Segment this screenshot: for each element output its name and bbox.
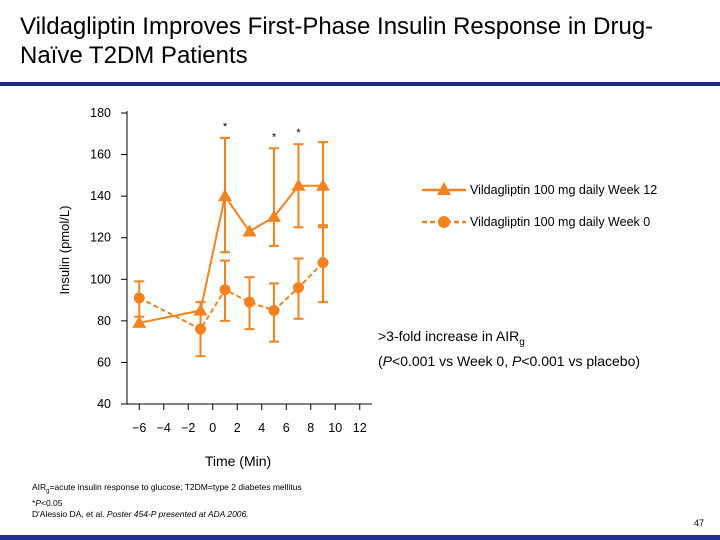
data-point-circle <box>317 257 329 269</box>
x-tick-label: −6 <box>132 421 146 435</box>
legend-item-1: Vildagliptin 100 mg daily Week 12 <box>422 182 657 197</box>
footnote-significance: *P<0.05 <box>32 498 302 509</box>
series-2 <box>133 224 329 358</box>
footnote-1-rest: =acute insulin response to glucose; T2DM… <box>49 482 302 492</box>
x-tick-label: 12 <box>353 421 367 435</box>
annotation-end: <0.001 vs placebo) <box>521 352 641 369</box>
annotation-p-2: P <box>512 352 522 369</box>
legend-item-2: Vildagliptin 100 mg daily Week 0 <box>422 215 650 229</box>
legend-label: Vildagliptin 100 mg daily Week 12 <box>470 183 657 197</box>
footnote-abbreviations: AIRg=acute insulin response to glucose; … <box>32 482 302 498</box>
data-point-triangle <box>291 178 306 191</box>
data-point-triangle <box>267 209 281 222</box>
y-tick-label: 140 <box>90 189 111 203</box>
footnote-2-rest: <0.05 <box>40 497 63 508</box>
y-tick-label: 120 <box>90 231 111 245</box>
data-point-triangle <box>132 315 147 328</box>
y-tick-label: 180 <box>90 106 111 120</box>
x-tick-label: 2 <box>234 421 241 435</box>
x-axis-label: Time (Min) <box>205 453 271 469</box>
data-point-circle <box>268 304 280 316</box>
footnote-3-source: Poster 454-P presented at ADA 2006. <box>106 508 249 519</box>
data-point-circle <box>195 323 206 335</box>
x-tick-label: 8 <box>307 421 314 435</box>
legend-circle-icon <box>438 216 450 228</box>
significance-mark: * <box>296 127 301 139</box>
x-tick-label: −4 <box>157 421 171 435</box>
y-tick-label: 80 <box>97 314 111 328</box>
footnote-1-text: AIR <box>32 482 47 492</box>
bottom-bar <box>0 535 720 540</box>
annotation-mid: <0.001 vs Week 0, <box>392 352 512 369</box>
y-tick-label: 160 <box>90 148 111 162</box>
y-tick-label: 40 <box>97 397 111 411</box>
result-annotation: >3-fold increase in AIRg (P<0.001 vs Wee… <box>378 327 640 370</box>
x-tick-label: −2 <box>181 421 195 435</box>
footnote-2-star: * <box>32 497 36 508</box>
legend-triangle-icon <box>437 182 451 195</box>
footnote-2-p: P <box>35 497 41 508</box>
footnote-reference: D'Alessio DA, et al. Poster 454-P presen… <box>32 509 302 520</box>
title-underline <box>0 82 720 86</box>
annotation-line-1: >3-fold increase in AIRg <box>378 327 640 352</box>
series-line <box>139 184 323 324</box>
y-axis-label: Insulin (pmol/L) <box>57 206 72 295</box>
annotation-line-2: (P<0.001 vs Week 0, P<0.001 vs placebo) <box>378 352 640 370</box>
data-point-triangle <box>242 224 257 237</box>
y-tick-label: 100 <box>90 272 111 286</box>
slide-title: Vildagliptin Improves First-Phase Insuli… <box>20 13 654 69</box>
footnote-3-authors: D'Alessio DA, et al. <box>32 508 107 519</box>
x-tick-label: 4 <box>258 421 265 435</box>
annotation-text: >3-fold increase in AIR <box>378 328 520 344</box>
x-tick-label: 0 <box>209 421 216 435</box>
annotation-p-1: P <box>382 352 393 369</box>
data-point-circle <box>244 296 255 308</box>
data-point-circle <box>219 284 231 296</box>
annotation-subscript: g <box>519 336 525 348</box>
data-point-circle <box>293 282 304 294</box>
data-point-triangle <box>218 189 232 202</box>
data-point-triangle <box>316 178 330 191</box>
y-tick-label: 60 <box>97 355 111 369</box>
x-tick-label: 10 <box>328 421 342 435</box>
series-1: * * * <box>132 121 330 328</box>
page-number: 47 <box>693 518 704 528</box>
legend-label: Vildagliptin 100 mg daily Week 0 <box>470 215 650 229</box>
annotation-paren: ( <box>378 352 383 369</box>
significance-mark: * <box>272 131 277 143</box>
significance-mark: * <box>223 121 228 133</box>
footnotes: AIRg=acute insulin response to glucose; … <box>32 482 302 520</box>
x-tick-label: 6 <box>283 421 290 435</box>
data-point-circle <box>133 292 145 304</box>
footnote-1-sub: g <box>46 488 50 495</box>
